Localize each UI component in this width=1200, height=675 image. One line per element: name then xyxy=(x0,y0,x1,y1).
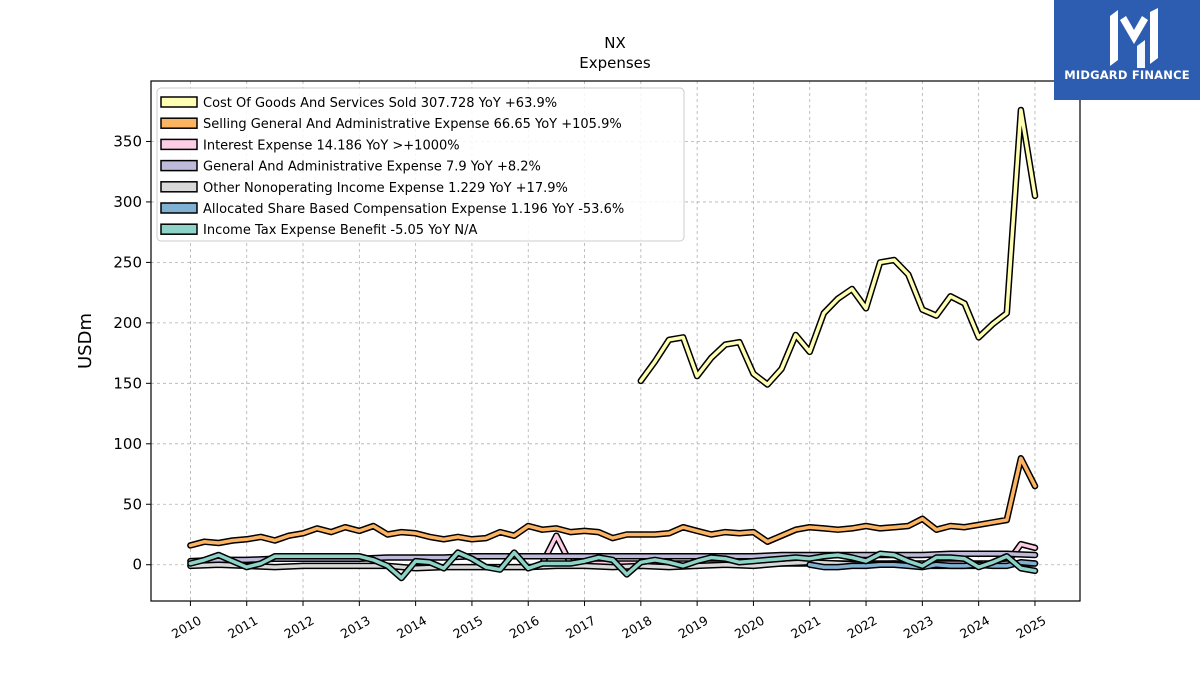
legend-entry: Allocated Share Based Compensation Expen… xyxy=(203,202,624,217)
legend-swatch xyxy=(160,96,198,108)
y-tick-label: 250 xyxy=(113,253,142,271)
legend-entry: Other Nonoperating Income Expense 1.229 … xyxy=(203,181,568,196)
x-tick-label: 2015 xyxy=(450,613,485,642)
x-tick-label: 2013 xyxy=(338,613,373,642)
x-tick-label: 2012 xyxy=(281,613,316,642)
chart-title: NX xyxy=(604,34,626,52)
x-tick-label: 2011 xyxy=(225,613,260,642)
x-tick-label: 2014 xyxy=(394,613,429,642)
legend-entry: Cost Of Goods And Services Sold 307.728 … xyxy=(203,96,557,111)
brand-logo: MIDGARD FINANCE xyxy=(1054,0,1200,100)
x-tick-label: 2018 xyxy=(619,613,654,642)
legend-entry: Interest Expense 14.186 YoY >+1000% xyxy=(203,138,460,153)
legend-swatch xyxy=(160,181,198,193)
x-tick-label: 2024 xyxy=(957,613,992,642)
y-axis-label: USDm xyxy=(75,313,96,369)
legend-swatch xyxy=(160,223,198,235)
x-tick-label: 2023 xyxy=(901,613,936,642)
legend-entry: Selling General And Administrative Expen… xyxy=(203,117,622,132)
legend-swatch xyxy=(160,202,198,214)
x-tick-label: 2019 xyxy=(676,613,711,642)
legend-swatch xyxy=(160,117,198,129)
y-tick-label: 100 xyxy=(113,435,142,453)
x-tick-label: 2020 xyxy=(732,613,767,642)
chart-subtitle: Expenses xyxy=(579,54,651,72)
legend-swatch xyxy=(160,138,198,151)
legend: Cost Of Goods And Services Sold 307.728 … xyxy=(156,87,685,242)
midgard-logo-icon xyxy=(1110,8,1158,68)
y-tick-label: 350 xyxy=(113,132,142,150)
plot-frame xyxy=(150,80,1081,602)
brand-name: MIDGARD FINANCE xyxy=(1064,68,1190,82)
series-line xyxy=(639,108,1037,387)
series-outline xyxy=(637,106,1039,388)
legend-entry: General And Administrative Expense 7.9 Y… xyxy=(203,160,541,175)
x-tick-label: 2021 xyxy=(788,613,823,642)
x-tick-label: 2017 xyxy=(563,613,598,642)
x-tick-label: 2016 xyxy=(507,613,542,642)
x-tick-label: 2010 xyxy=(169,613,204,642)
y-tick-label: 150 xyxy=(113,374,142,392)
y-tick-label: 50 xyxy=(123,495,142,513)
series-line xyxy=(188,550,1037,580)
y-tick-label: 200 xyxy=(113,314,142,332)
x-tick-label: 2025 xyxy=(1013,613,1048,642)
series-lines xyxy=(187,106,1039,582)
series-outline xyxy=(187,455,1039,549)
y-tick-label: 0 xyxy=(132,556,142,574)
x-tick-label: 2022 xyxy=(844,613,879,642)
legend-swatch xyxy=(160,159,198,172)
legend-entry: Income Tax Expense Benefit -5.05 YoY N/A xyxy=(203,223,478,238)
y-tick-label: 300 xyxy=(113,193,142,211)
series-line xyxy=(188,456,1037,548)
legend-box xyxy=(156,87,685,242)
